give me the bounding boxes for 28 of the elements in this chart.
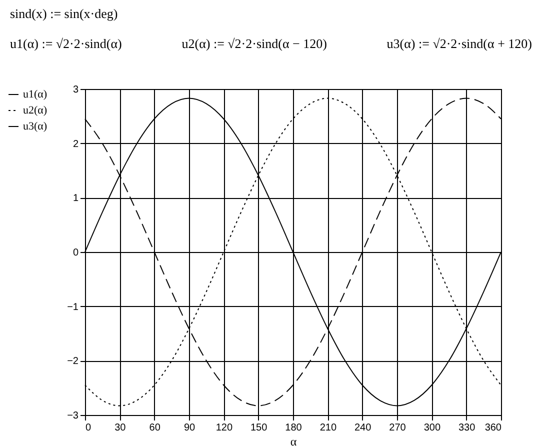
text: u1(α) := √2·2·sind(α) (10, 36, 122, 52)
x-tick-label: 300 (424, 422, 441, 434)
y-tick-label: 2 (72, 138, 79, 150)
x-tick-label: 330 (458, 422, 476, 434)
x-tick-label: 30 (114, 422, 126, 434)
x-tick-label: 360 (484, 422, 502, 434)
x-tick-label: 270 (389, 422, 406, 434)
x-axis-title: α (290, 434, 298, 446)
text: sind(x) := sin(x·deg) (10, 6, 118, 21)
y-tick-label: −1 (67, 302, 79, 313)
x-tick-label: 150 (250, 422, 268, 434)
y-tick-label: 0 (72, 248, 79, 258)
y-tick-label: 3 (72, 84, 79, 96)
x-tick-label: 90 (184, 422, 196, 434)
y-tick-label: −2 (67, 356, 79, 368)
legend-label: u1(α) (23, 88, 48, 100)
x-tick-label: 0 (86, 422, 92, 434)
x-tick-label: 60 (149, 422, 161, 434)
x-tick-label: 180 (285, 422, 302, 434)
x-tick-label: 240 (354, 422, 372, 434)
y-tick-label: 1 (72, 193, 79, 204)
text: u3(α) := √2·2·sind(α + 120) (386, 36, 532, 52)
x-tick-label: 120 (216, 422, 233, 434)
x-tick-label: 210 (320, 422, 337, 434)
text: u2(α) := √2·2·sind(α − 120) (182, 36, 327, 52)
legend-label: u2(α) (23, 104, 48, 116)
y-tick-label: −3 (67, 410, 79, 422)
legend-label: u3(α) (23, 120, 48, 132)
